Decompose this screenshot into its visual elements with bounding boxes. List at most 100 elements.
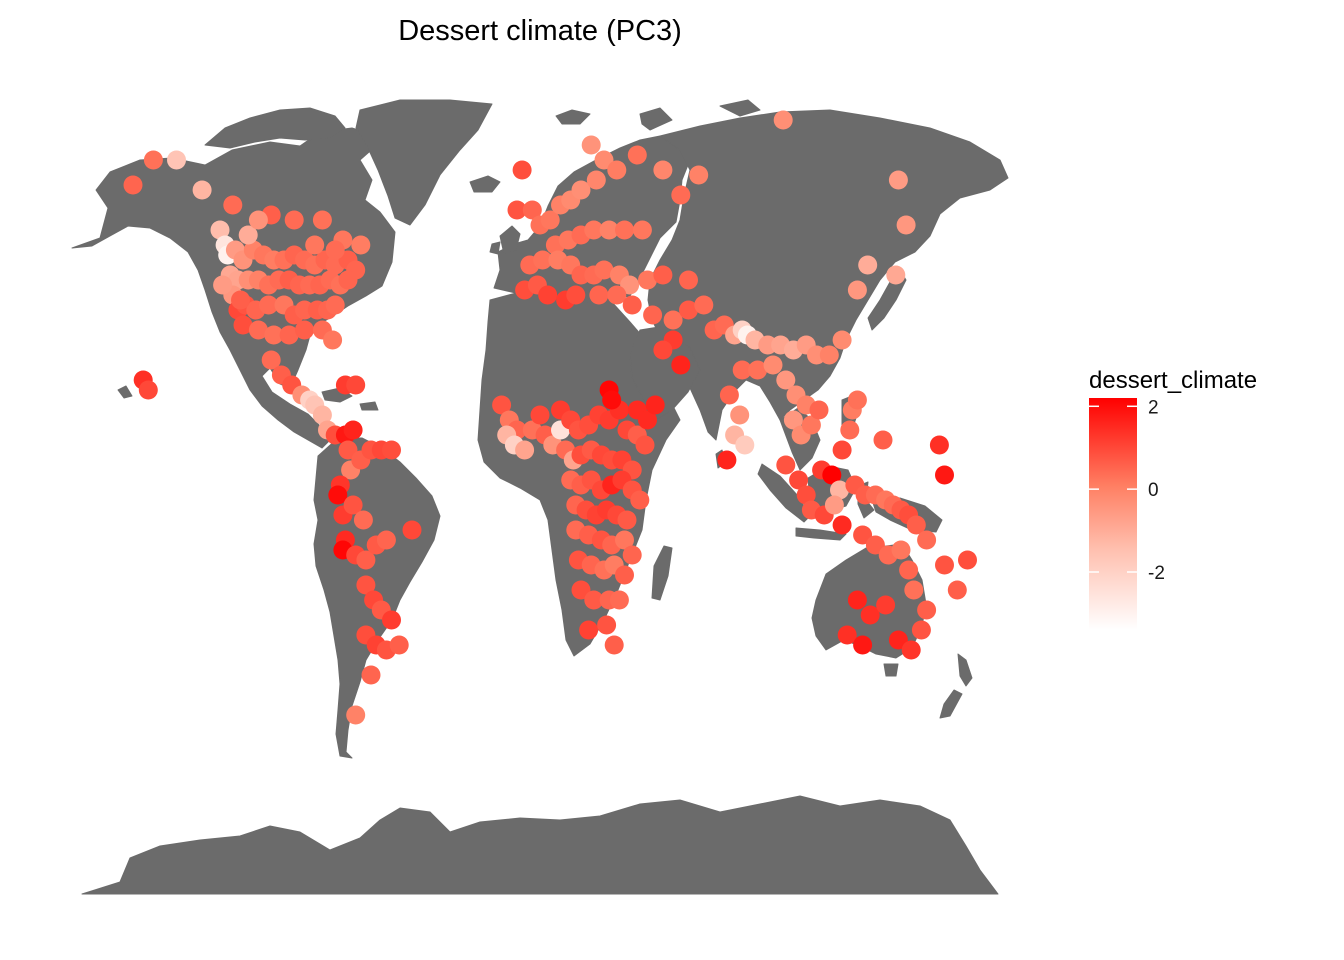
data-point: [597, 615, 617, 635]
data-point: [312, 405, 332, 425]
data-point: [538, 285, 558, 305]
data-point: [773, 110, 793, 130]
data-point: [492, 395, 512, 415]
data-point: [248, 210, 268, 230]
data-point: [847, 280, 867, 300]
data-point: [917, 600, 937, 620]
data-point: [840, 420, 860, 440]
color-legend: dessert_climate 2 0 -2: [1089, 367, 1257, 630]
data-point: [210, 220, 230, 240]
data-point: [264, 325, 284, 345]
legend-colorbar: [1089, 398, 1137, 630]
data-point: [822, 465, 842, 485]
data-point: [607, 285, 627, 305]
data-point: [581, 135, 601, 155]
chart-title: Dessert climate (PC3): [398, 15, 682, 47]
data-point: [138, 380, 158, 400]
data-point: [671, 355, 691, 375]
legend-tick-label: -2: [1148, 563, 1165, 584]
data-point: [689, 165, 709, 185]
data-point: [353, 510, 373, 530]
data-point: [776, 455, 796, 475]
data-point: [860, 605, 880, 625]
data-point: [571, 580, 591, 600]
data-point: [935, 555, 954, 575]
data-point: [653, 265, 673, 285]
data-point: [351, 235, 371, 255]
data-point: [865, 535, 885, 555]
data-point: [346, 705, 366, 725]
data-point: [584, 590, 604, 610]
data-point: [899, 560, 919, 580]
data-point: [325, 240, 345, 260]
data-point: [312, 210, 332, 230]
data-point: [730, 405, 750, 425]
data-point: [732, 360, 752, 380]
data-point: [809, 400, 829, 420]
data-point: [853, 525, 873, 545]
data-point: [929, 435, 949, 455]
data-point: [594, 260, 614, 280]
data-point: [824, 495, 844, 515]
data-point: [607, 160, 627, 180]
data-point: [533, 250, 553, 270]
data-point: [719, 385, 739, 405]
data-point: [891, 540, 911, 560]
data-point: [888, 630, 908, 650]
data-point: [748, 360, 768, 380]
data-point: [653, 340, 673, 360]
data-point: [643, 305, 663, 325]
data-point: [947, 580, 967, 600]
landmass-sumatra: [757, 463, 811, 523]
data-point: [261, 350, 281, 370]
data-point: [796, 485, 816, 505]
landmass-asia: [647, 109, 1009, 441]
data-point: [873, 430, 893, 450]
data-point: [233, 315, 253, 335]
landmass-greenland: [355, 99, 493, 226]
data-point: [638, 270, 657, 290]
data-point: [123, 175, 143, 195]
data-point: [789, 470, 809, 490]
data-point: [830, 480, 849, 500]
data-point: [832, 330, 852, 350]
data-point: [507, 200, 527, 220]
data-point: [259, 295, 279, 315]
data-point: [609, 590, 629, 610]
data-point: [599, 220, 619, 240]
data-point: [343, 495, 363, 515]
data-point: [167, 150, 186, 170]
data-point: [635, 435, 655, 455]
legend-tick-label: 0: [1148, 480, 1159, 501]
data-point: [279, 325, 299, 345]
data-point: [530, 405, 550, 425]
data-point: [192, 180, 212, 200]
landmass-japan: [867, 269, 907, 331]
data-point: [663, 310, 683, 330]
data-point: [632, 220, 652, 240]
data-point: [382, 610, 401, 630]
data-point: [886, 265, 906, 285]
data-point: [819, 345, 839, 365]
data-point: [904, 580, 924, 600]
data-point: [645, 395, 665, 415]
landmass-british-isles: [489, 225, 521, 255]
data-point: [295, 320, 314, 340]
data-point: [540, 210, 560, 230]
landmass-madagascar: [651, 545, 673, 601]
data-point: [911, 620, 931, 640]
data-point: [630, 490, 650, 510]
data-point: [305, 235, 325, 255]
data-point: [832, 515, 852, 535]
data-point: [376, 530, 396, 550]
data-point: [627, 145, 647, 165]
data-point: [522, 200, 542, 220]
data-point: [958, 550, 977, 570]
data-point: [586, 170, 606, 190]
data-point: [338, 270, 358, 290]
data-point: [248, 320, 268, 340]
data-point: [671, 185, 691, 205]
landmass-iceland: [469, 175, 501, 193]
data-point: [356, 575, 376, 595]
